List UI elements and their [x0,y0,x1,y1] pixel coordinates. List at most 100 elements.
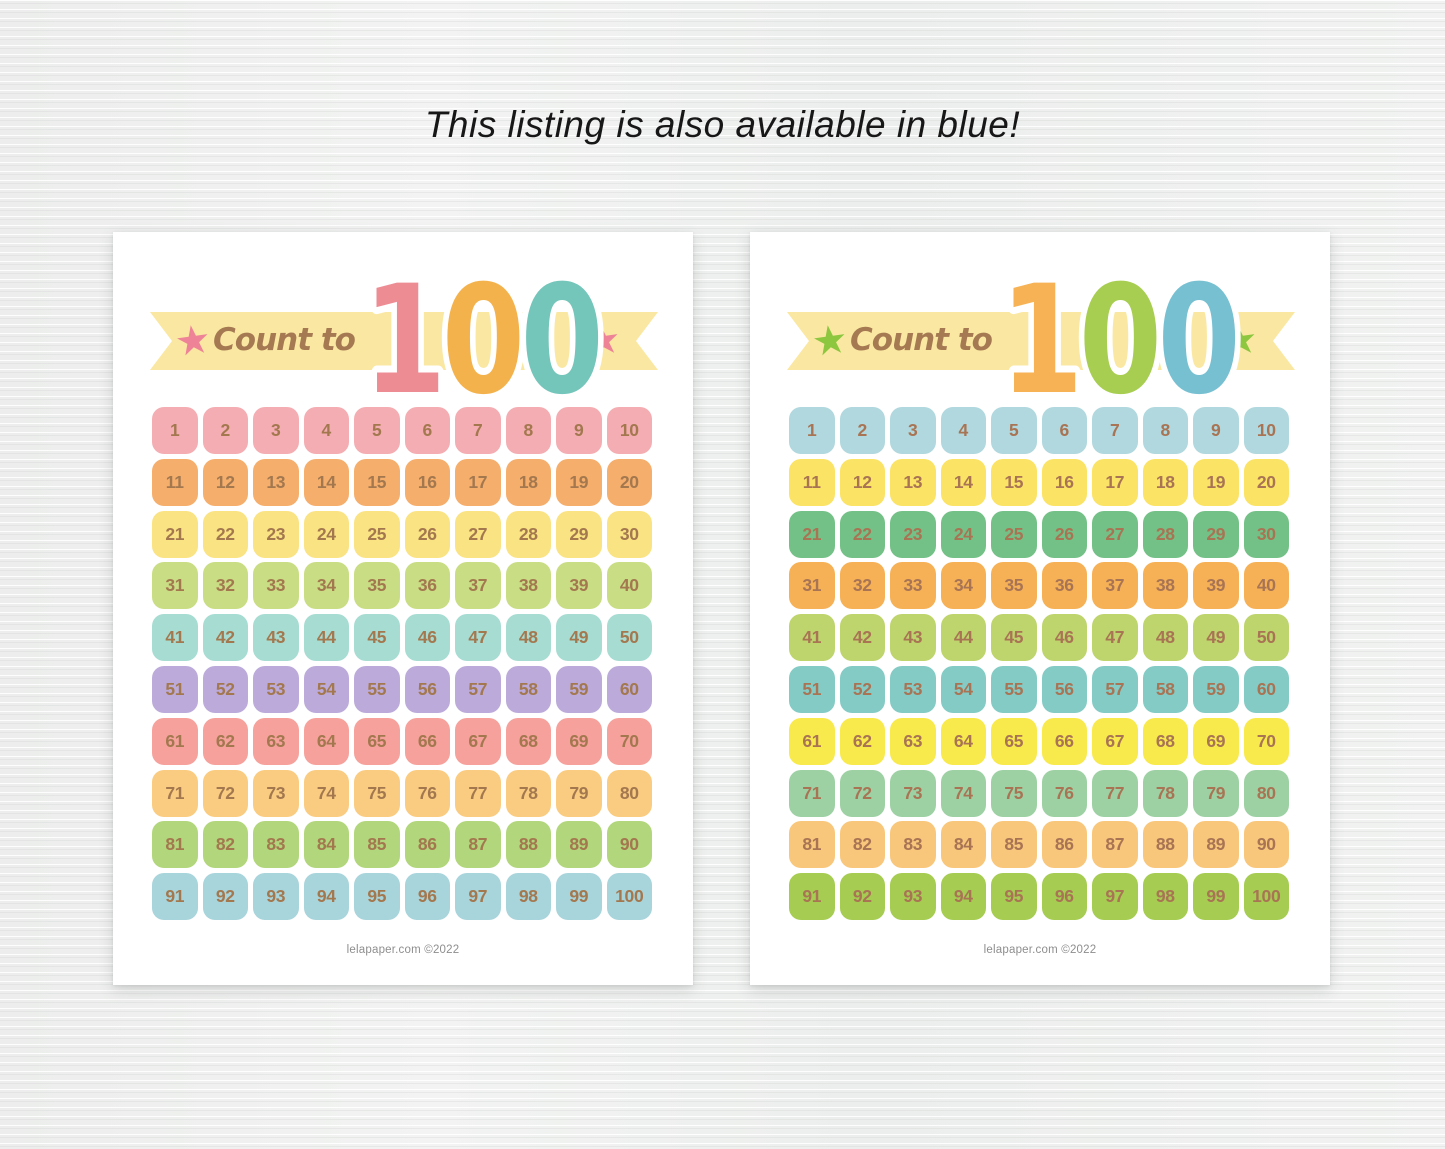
grid-cell: 8 [1142,407,1188,454]
big-100-number: 100 [994,248,1247,435]
number-grid: 1 2 3 4 5 6 7 8 9 10 11 12 13 14 15 16 17 18 19 20 21 22 23 24 2… [789,407,1289,921]
grid-cell: 80 [606,769,652,817]
grid-cell: 79 [1193,769,1239,817]
grid-cell: 74 [940,769,986,817]
grid-cell: 51 [789,665,835,713]
grid-cell: 47 [1092,614,1138,662]
grid-cell: 18 [505,458,551,506]
grid-cell: 52 [202,665,248,713]
grid-cell: 68 [505,717,551,765]
grid-cell: 8 [505,407,551,454]
grid-cell: 37 [455,562,501,610]
grid-cell: 27 [1092,510,1138,558]
grid-cell: 41 [152,614,198,662]
grid-cell: 92 [202,873,248,921]
grid-cell: 70 [1243,717,1289,765]
grid-cell: 35 [354,562,400,610]
poster-pastel: ★ ★ Count to 100 1 2 3 4 5 6 7 8 9 10 11 12 13 14 15 16… [113,232,693,985]
grid-cell: 82 [839,821,885,869]
grid-cell: 97 [455,873,501,921]
poster-credit: lelapaper.com ©2022 [346,944,460,956]
grid-cell: 76 [1041,769,1087,817]
grid-cell: 44 [303,614,349,662]
grid-cell: 81 [789,821,835,869]
grid-cell: 98 [1142,873,1188,921]
grid-cell: 73 [890,769,936,817]
grid-cell: 94 [303,873,349,921]
grid-cell: 53 [253,665,299,713]
grid-cell: 67 [455,717,501,765]
grid-cell: 97 [1092,873,1138,921]
grid-cell: 99 [1193,873,1239,921]
svg-text:100: 100 [363,254,599,428]
grid-cell: 41 [789,614,835,662]
grid-cell: 52 [839,665,885,713]
grid-cell: 42 [202,614,248,662]
grid-cell: 93 [253,873,299,921]
grid-cell: 68 [1142,717,1188,765]
grid-cell: 89 [1193,821,1239,869]
grid-cell: 86 [404,821,450,869]
grid-cell: 71 [152,769,198,817]
grid-cell: 16 [1041,458,1087,506]
grid-cell: 38 [1142,562,1188,610]
grid-cell: 72 [839,769,885,817]
grid-cell: 64 [303,717,349,765]
grid-cell: 56 [404,665,450,713]
grid-cell: 12 [202,458,248,506]
grid-cell: 29 [1193,510,1239,558]
grid-cell: 15 [991,458,1037,506]
grid-cell: 45 [354,614,400,662]
grid-cell: 55 [991,665,1037,713]
grid-cell: 10 [1243,407,1289,454]
grid-cell: 7 [1092,407,1138,454]
digit-0b: 0 [520,254,599,428]
number-grid: 1 2 3 4 5 6 7 8 9 10 11 12 13 14 15 16 17 18 19 20 21 22 23 24 2… [152,407,652,921]
grid-cell: 46 [1041,614,1087,662]
grid-cell: 38 [505,562,551,610]
grid-cell: 35 [991,562,1037,610]
grid-cell: 22 [202,510,248,558]
grid-cell: 31 [152,562,198,610]
grid-cell: 17 [1092,458,1138,506]
grid-cell: 10 [606,407,652,454]
grid-cell: 40 [1243,562,1289,610]
grid-cell: 1 [152,407,198,454]
grid-cell: 6 [1041,407,1087,454]
grid-cell: 62 [839,717,885,765]
grid-cell: 20 [606,458,652,506]
grid-cell: 96 [1041,873,1087,921]
grid-cell: 32 [839,562,885,610]
grid-cell: 79 [556,769,602,817]
grid-cell: 100 [1243,873,1289,921]
grid-cell: 91 [152,873,198,921]
grid-cell: 39 [556,562,602,610]
digit-0a: 0 [442,254,521,428]
grid-cell: 9 [556,407,602,454]
grid-cell: 4 [303,407,349,454]
grid-cell: 25 [354,510,400,558]
grid-cell: 46 [404,614,450,662]
grid-cell: 66 [404,717,450,765]
banner-ribbon [787,312,1295,370]
grid-cell: 93 [890,873,936,921]
grid-cell: 51 [152,665,198,713]
grid-cell: 26 [404,510,450,558]
grid-cell: 30 [606,510,652,558]
grid-cell: 74 [303,769,349,817]
grid-cell: 28 [505,510,551,558]
grid-cell: 11 [789,458,835,506]
grid-cell: 33 [890,562,936,610]
grid-cell: 43 [890,614,936,662]
grid-cell: 57 [455,665,501,713]
grid-cell: 88 [505,821,551,869]
grid-cell: 14 [303,458,349,506]
grid-cell: 95 [991,873,1037,921]
grid-cell: 21 [789,510,835,558]
grid-cell: 45 [991,614,1037,662]
grid-cell: 59 [556,665,602,713]
grid-cell: 39 [1193,562,1239,610]
grid-cell: 36 [1041,562,1087,610]
grid-cell: 54 [940,665,986,713]
grid-cell: 13 [890,458,936,506]
